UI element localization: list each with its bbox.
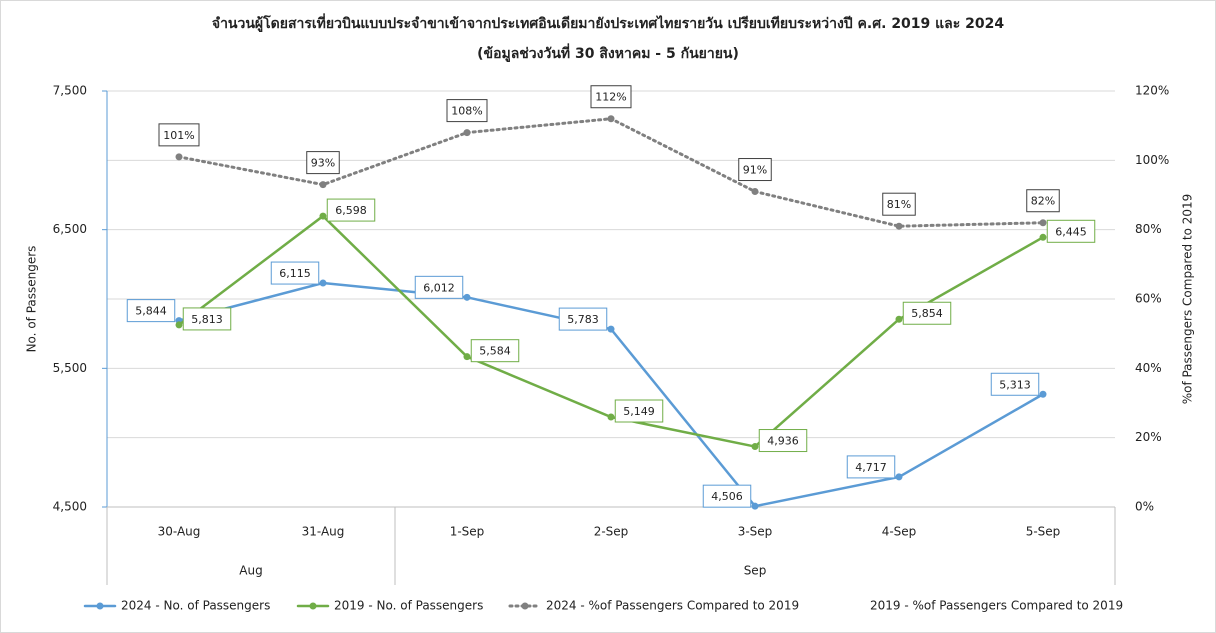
point [751,502,759,510]
y2-tick-label: 0% [1135,500,1154,514]
value-label: 4,936 [767,435,799,448]
value-label: 93% [311,157,335,170]
y2-tick-label: 120% [1135,84,1169,98]
value-label: 6,598 [335,204,367,217]
x-tick-label: 31-Aug [302,525,345,539]
x-tick-label: 1-Sep [450,525,485,539]
value-label-box [446,99,488,123]
value-label: 4,717 [855,461,887,474]
legend-label: 2019 - %of Passengers Compared to 2019 [870,599,1123,613]
value-label-box [1026,189,1060,213]
y2-axis-label: %of Passengers Compared to 2019 [1181,194,1195,405]
legend-marker [521,602,529,610]
legend-label: 2024 - No. of Passengers [121,599,270,613]
chart-subtitle: (ข้อมูลช่วงวันที่ 30 สิงหาคม - 5 กันยายน… [477,43,739,62]
x-tick-label: 5-Sep [1026,525,1061,539]
value-label-box [158,123,200,147]
value-label: 5,149 [623,405,655,418]
value-label: 108% [451,105,482,118]
y2-tick-label: 100% [1135,153,1169,167]
value-label: 5,813 [191,313,223,326]
point [175,153,183,161]
value-label: 91% [743,164,767,177]
point [319,212,327,220]
y2-tick-label: 20% [1135,430,1162,444]
y2-tick-label: 40% [1135,361,1162,375]
value-label: 6,115 [279,267,311,280]
point [751,443,759,451]
y-tick-label: 7,500 [53,84,87,98]
point [607,115,615,123]
value-label: 5,844 [135,305,167,318]
value-label: 81% [887,198,911,211]
y-tick-label: 5,500 [53,361,87,375]
legend-marker [309,602,317,610]
value-label: 82% [1031,195,1055,208]
value-label-box [306,151,340,175]
legend-label: 2024 - %of Passengers Compared to 2019 [546,599,799,613]
value-label-box [1046,219,1096,243]
value-label-box [758,429,808,453]
group-label: Sep [744,564,767,578]
value-label-box [738,158,772,182]
value-label-box [326,198,376,222]
point [463,129,471,137]
value-label-box [990,372,1040,396]
point [319,279,327,287]
point [175,321,183,329]
value-label: 5,783 [567,313,599,326]
y2-tick-label: 60% [1135,292,1162,306]
value-label: 101% [163,129,194,142]
value-label: 112% [595,91,626,104]
value-label: 5,854 [911,307,943,320]
group-label: Aug [239,564,262,578]
point [607,325,615,333]
point [1039,219,1047,227]
point [1039,390,1047,398]
point [607,413,615,421]
value-label: 5,584 [479,345,511,358]
point [895,473,903,481]
value-label-box [590,85,632,109]
value-label-box [558,307,608,331]
chart-title: จำนวนผู้โดยสารเที่ยวบินแบบประจำขาเข้าจาก… [212,13,1005,32]
x-tick-label: 3-Sep [738,525,773,539]
value-label: 6,012 [423,281,455,294]
value-label-box [126,299,176,323]
value-label-box [470,339,520,363]
y2-tick-label: 80% [1135,222,1162,236]
value-label: 6,445 [1055,225,1087,238]
y-axis-label: No. of Passengers [25,246,39,353]
legend-label: 2019 - No. of Passengers [334,599,483,613]
point [751,188,759,196]
point [895,222,903,230]
value-label-box [902,301,952,325]
value-label-box [270,261,320,285]
value-label-box [614,399,664,423]
point [463,353,471,361]
value-label: 5,313 [999,378,1031,391]
point [1039,233,1047,241]
x-tick-label: 4-Sep [882,525,917,539]
legend-marker [96,602,104,610]
y-tick-label: 4,500 [53,500,87,514]
x-tick-label: 30-Aug [158,525,201,539]
value-label-box [702,484,752,508]
value-label-box [882,192,916,216]
value-label-box [182,307,232,331]
value-label-box [414,275,464,299]
x-tick-label: 2-Sep [594,525,629,539]
value-label-box [846,455,896,479]
point [463,293,471,301]
point [319,181,327,189]
y-tick-label: 6,500 [53,222,87,236]
value-label: 4,506 [711,490,743,503]
point [895,315,903,323]
